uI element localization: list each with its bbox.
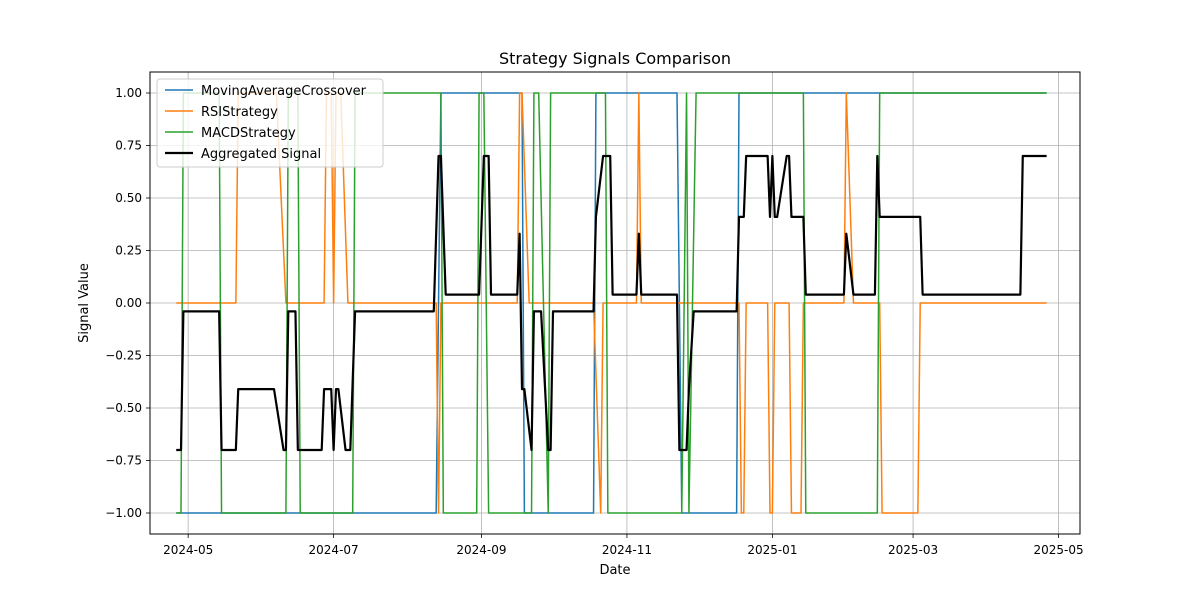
- legend-label-rsistrategy: RSIStrategy: [201, 105, 278, 120]
- x-tick-label: 2024-07: [309, 543, 359, 557]
- legend-box: [156, 78, 384, 168]
- x-tick-label: 2024-09: [456, 543, 506, 557]
- series-lines: [176, 92, 1047, 514]
- y-tick-label: −0.25: [105, 349, 142, 363]
- x-tick-label: 2025-03: [888, 543, 938, 557]
- y-tick-label: 0.50: [115, 191, 142, 205]
- x-tick-label: 2024-11: [602, 543, 652, 557]
- x-tick-label: 2025-05: [1033, 543, 1083, 557]
- chart-title: Strategy Signals Comparison: [499, 49, 731, 68]
- y-tick-label: 0.75: [115, 139, 142, 153]
- legend-label-aggregated-signal: Aggregated Signal: [201, 147, 321, 162]
- legend-label-movingaveragecrossover: MovingAverageCrossover: [201, 84, 367, 99]
- legend-label-macdstrategy: MACDStrategy: [201, 126, 296, 141]
- x-tick-label: 2024-05: [163, 543, 213, 557]
- series-line-rsistrategy: [176, 92, 1047, 514]
- y-tick-label: −0.50: [105, 401, 142, 415]
- series-line-aggregated-signal: [176, 154, 1047, 452]
- y-tick-label: −1.00: [105, 506, 142, 520]
- y-axis-ticks: −1.00 −0.75 −0.50 −0.25 0.00 0.25 0.50 0.75 1.00: [105, 86, 150, 520]
- y-tick-label: 1.00: [115, 86, 142, 100]
- x-axis-ticks: 2024-05 2024-07 2024-09 2024-11 2025-01 2025-…: [163, 534, 1084, 557]
- y-tick-label: 0.00: [115, 296, 142, 310]
- legend: MovingAverageCrossover RSIStrategy MACDStr…: [156, 78, 384, 168]
- y-axis-label: Signal Value: [77, 263, 92, 343]
- y-tick-label: −0.75: [105, 454, 142, 468]
- y-tick-label: 0.25: [115, 244, 142, 258]
- x-tick-label: 2025-01: [747, 543, 797, 557]
- x-axis-label: Date: [599, 563, 630, 578]
